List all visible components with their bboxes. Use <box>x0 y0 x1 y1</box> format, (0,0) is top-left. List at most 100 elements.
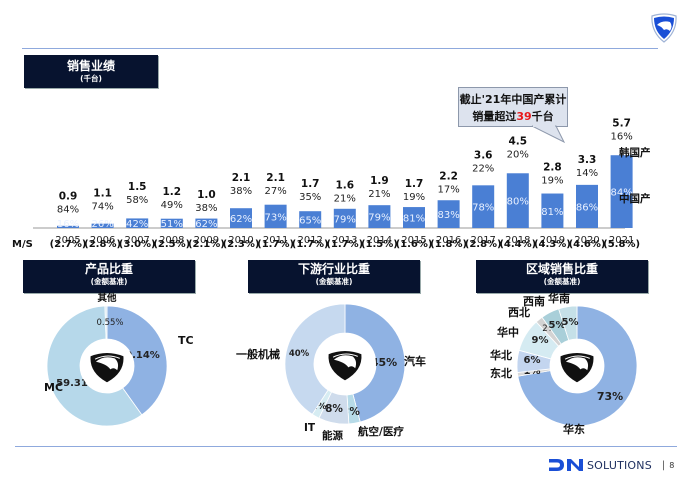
korea-share-label: 22% <box>472 163 494 174</box>
korea-share-label: 19% <box>403 192 425 203</box>
slice-name-label: 东北 <box>490 366 512 380</box>
donut-hole <box>314 333 376 395</box>
footer-brand: SOLUTIONS | 8 <box>548 458 674 472</box>
header-divider <box>22 48 658 49</box>
total-value-label: 5.7 <box>612 117 631 129</box>
pie-slice <box>516 349 552 373</box>
market-share-label: (3.0%) <box>119 239 156 250</box>
footer-divider <box>15 446 677 447</box>
x-tick-label: 2011 <box>263 235 288 246</box>
x-tick-label: 2016 <box>436 235 461 246</box>
x-tick-label: 2009 <box>194 235 219 246</box>
industry-ratio-subtitle: (金额基准) <box>315 277 353 286</box>
legend-korea: 韩国产 <box>619 146 651 159</box>
pie-slice <box>558 305 578 341</box>
korea-share-label: 27% <box>264 186 286 197</box>
korea-share-label: 38% <box>230 186 252 197</box>
china-share-label: 26% <box>91 219 113 230</box>
market-share-label: (2.1%) <box>188 239 225 250</box>
x-tick-label: 2013 <box>332 235 357 246</box>
pie-slice <box>104 305 108 340</box>
bar-china-2008 <box>160 218 183 228</box>
product-ratio-title: 产品比重 <box>84 262 133 276</box>
china-share-label: 78% <box>472 203 494 214</box>
pie-slice <box>106 305 168 416</box>
china-share-label: 86% <box>576 202 598 213</box>
bar-china-2007 <box>126 218 149 228</box>
bar-china-2020 <box>576 184 598 228</box>
slice-name-label: TC <box>178 334 194 347</box>
slice-value-label: 2% <box>542 324 556 334</box>
korea-share-label: 58% <box>126 195 148 206</box>
market-share-label: (4.6%) <box>569 239 606 250</box>
total-value-label: 1.0 <box>197 189 216 201</box>
bar-china-2015 <box>403 207 425 228</box>
korea-share-label: 21% <box>368 189 390 200</box>
slice-value-label: 40.14% <box>118 350 160 361</box>
bar-china-2018 <box>506 173 529 228</box>
market-share-label: (1.8%) <box>430 239 467 250</box>
market-share-label: (4.4%) <box>499 239 536 250</box>
market-share-label: (5.8%) <box>603 239 640 250</box>
pie-slice <box>284 303 346 415</box>
sales-unit: (千台) <box>80 74 102 83</box>
slice-name-label: 其他 <box>97 292 117 304</box>
total-value-label: 1.9 <box>370 175 389 187</box>
korea-share-label: 17% <box>437 185 459 196</box>
x-tick-label: 2019 <box>540 235 565 246</box>
industry-ratio-title: 下游行业比重 <box>297 262 370 276</box>
slice-name-label: 华东 <box>563 422 585 436</box>
bar-china-2017 <box>472 185 495 228</box>
dn-logo-icon <box>549 459 583 471</box>
market-share-label: (2.8%) <box>84 239 121 250</box>
slice-value-label: 40% <box>289 349 310 359</box>
china-share-label: 80% <box>507 197 529 208</box>
cumulative-sales-callout: 截止'21年中国产累计 销量超过39千台 <box>458 87 568 127</box>
china-share-label: 16% <box>57 219 79 230</box>
korea-share-label: 21% <box>334 194 356 205</box>
total-value-label: 0.9 <box>59 190 78 202</box>
x-tick-label: 2012 <box>297 235 322 246</box>
bar-china-2019 <box>541 193 564 228</box>
total-value-label: 1.6 <box>335 180 354 192</box>
pie-slice <box>318 391 350 425</box>
bar-china-2009 <box>195 218 218 228</box>
footer-brand-text: SOLUTIONS <box>587 458 652 472</box>
bar-china-2010 <box>230 208 252 228</box>
market-share-label: (1.5%) <box>361 239 398 250</box>
china-share-label: 79% <box>334 214 356 225</box>
donut-hole <box>550 339 604 393</box>
slice-value-label: 3% <box>342 406 360 418</box>
pie-slice <box>535 316 562 347</box>
x-tick-label: 2010 <box>228 235 253 246</box>
panther-emblem-icon <box>559 351 595 384</box>
region-ratio-title-box: 区域销售比重 (金额基准) <box>476 260 648 293</box>
slice-value-label: 45% <box>371 356 397 369</box>
bar-china-2016 <box>437 200 460 228</box>
footer-separator: | <box>661 459 666 471</box>
korea-share-label: 84% <box>57 204 79 215</box>
callout-highlight-number: 39 <box>516 110 532 123</box>
bar-china-2012 <box>299 211 322 228</box>
product-ratio-subtitle: (金额基准) <box>90 277 128 286</box>
x-tick-label: 2006 <box>90 235 115 246</box>
slice-name-label: MC <box>44 381 63 394</box>
bar-china-2006 <box>91 223 114 228</box>
china-share-label: 81% <box>541 207 563 218</box>
total-value-label: 2.1 <box>232 172 251 184</box>
korea-share-label: 35% <box>299 192 321 203</box>
market-share-label: (1.6%) <box>396 239 433 250</box>
donut-chart-2: 汽车 45% 航空/医疗 3% 能源 8% IT 2% 一般机械 40% <box>236 303 426 442</box>
slice-name-label: 华中 <box>497 325 519 339</box>
callout-line1: 截止'21年中国产累计 <box>459 93 567 106</box>
x-tick-label: 2015 <box>401 235 426 246</box>
korea-share-label: 16% <box>610 131 632 142</box>
slice-name-label: 西南 <box>523 294 545 308</box>
sales-title-box: 销售业绩 (千台) <box>24 55 158 88</box>
slice-value-label: 6% <box>524 355 541 366</box>
market-share-label: (1.7%) <box>257 239 294 250</box>
x-tick-label: 2020 <box>574 235 599 246</box>
china-share-label: 81% <box>403 214 425 225</box>
pie-slice <box>346 393 361 425</box>
